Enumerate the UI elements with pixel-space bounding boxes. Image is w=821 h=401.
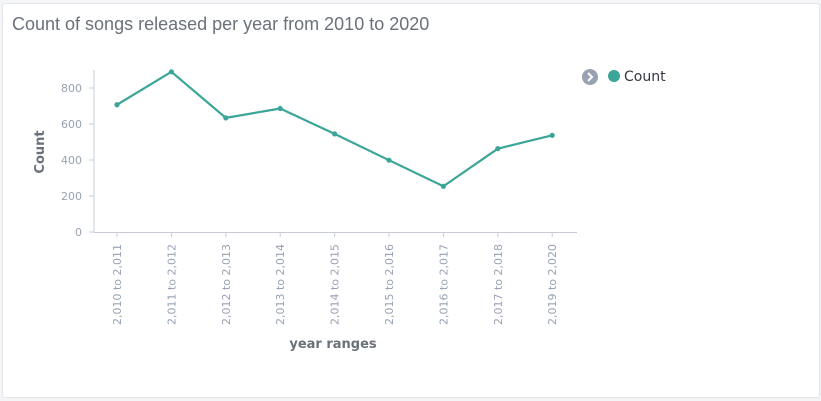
y-axis-ticks: 0 200 400 600 800 bbox=[61, 82, 94, 239]
y-tick-label: 800 bbox=[61, 82, 82, 95]
y-tick-label: 200 bbox=[61, 190, 82, 203]
x-tick-label: 2,019 to 2,020 bbox=[546, 244, 559, 325]
x-axis-label: year ranges bbox=[289, 337, 377, 352]
data-point[interactable] bbox=[495, 146, 501, 152]
data-point[interactable] bbox=[114, 102, 120, 108]
data-point[interactable] bbox=[223, 115, 229, 121]
legend-swatch bbox=[608, 70, 620, 82]
x-tick-label: 2,016 to 2,017 bbox=[437, 244, 450, 325]
data-point[interactable] bbox=[440, 183, 446, 189]
visualization-panel: Count of songs released per year from 20… bbox=[2, 3, 820, 398]
panel-title: Count of songs released per year from 20… bbox=[12, 14, 430, 34]
data-point[interactable] bbox=[549, 132, 555, 138]
chevron-right-icon[interactable] bbox=[582, 69, 598, 85]
data-point[interactable] bbox=[168, 69, 174, 75]
x-tick-label: 2,015 to 2,016 bbox=[383, 244, 396, 325]
data-point[interactable] bbox=[386, 157, 392, 163]
y-tick-label: 0 bbox=[75, 226, 82, 239]
x-tick-label: 2,010 to 2,011 bbox=[111, 244, 124, 325]
data-point[interactable] bbox=[332, 131, 338, 137]
x-tick-label: 2,013 to 2,014 bbox=[274, 244, 287, 325]
series-lines bbox=[116, 70, 553, 188]
x-tick-label: 2,017 to 2,018 bbox=[492, 244, 505, 325]
y-tick-label: 400 bbox=[61, 154, 82, 167]
chevron-right-glyph bbox=[587, 72, 594, 82]
y-tick-label: 600 bbox=[61, 118, 82, 131]
chart-axes bbox=[93, 70, 577, 233]
legend-toggle-button[interactable] bbox=[582, 69, 598, 85]
series-line-count bbox=[116, 70, 553, 188]
x-tick-label: 2,014 to 2,015 bbox=[329, 244, 342, 325]
data-point[interactable] bbox=[277, 105, 283, 112]
x-tick-label: 2,011 to 2,012 bbox=[165, 244, 178, 325]
data-points bbox=[114, 69, 555, 189]
legend-item-count[interactable]: Count bbox=[624, 69, 666, 85]
x-axis-ticks: 2,010 to 2,011 2,011 to 2,012 2,012 to 2,0… bbox=[111, 232, 559, 325]
y-axis-label: Count bbox=[33, 130, 48, 173]
legend: Count bbox=[582, 69, 666, 85]
line-chart: 0 200 400 600 800 2,010 to 2,011 2,011 to 2,0… bbox=[33, 69, 666, 352]
x-tick-label: 2,012 to 2,013 bbox=[220, 244, 233, 325]
